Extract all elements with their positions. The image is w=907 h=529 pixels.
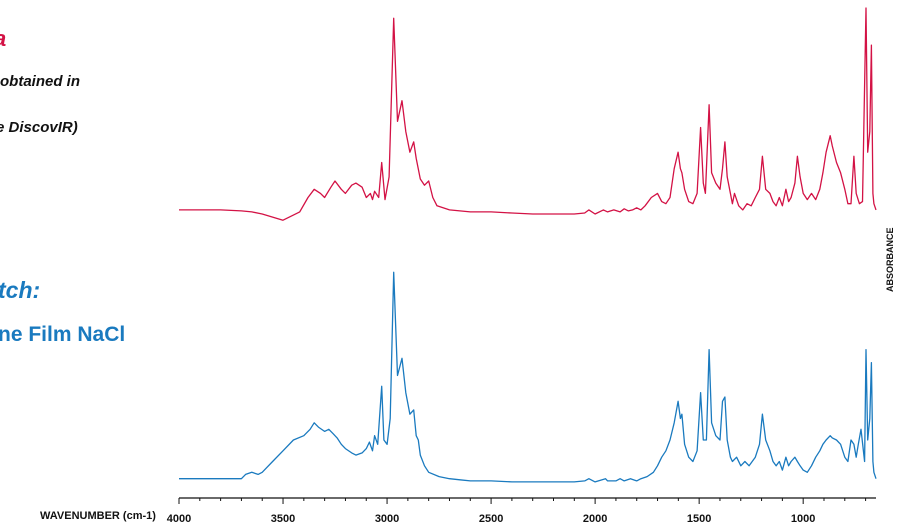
x-tick-label: 1000 <box>791 513 815 525</box>
x-tick-label: 1500 <box>687 513 711 525</box>
blue-spectrum-title: tch: <box>0 277 41 303</box>
blue-spectrum-subtitle: ne Film NaCl <box>0 323 126 346</box>
x-tick-label: 2500 <box>479 513 503 525</box>
x-tick-label: 2000 <box>583 513 607 525</box>
x-axis-ticks: 4000 3500 3000 2500 2000 1500 1000 <box>167 498 867 525</box>
red-spectrum-subtitle-line1: obtained in <box>0 73 80 90</box>
red-spectrum-title: a <box>0 26 6 52</box>
x-tick-label: 4000 <box>167 513 191 525</box>
x-tick-label: 3500 <box>271 513 295 525</box>
blue-spectrum-line <box>179 271 877 483</box>
red-spectrum-line <box>179 7 877 221</box>
red-spectrum-subtitle-line2: e DiscovIR) <box>0 119 78 136</box>
x-axis-label: WAVENUMBER (cm-1) <box>40 510 156 522</box>
y-axis-label: ABSORBANCE <box>885 227 895 292</box>
series-layer <box>179 7 877 483</box>
x-tick-label: 3000 <box>375 513 399 525</box>
